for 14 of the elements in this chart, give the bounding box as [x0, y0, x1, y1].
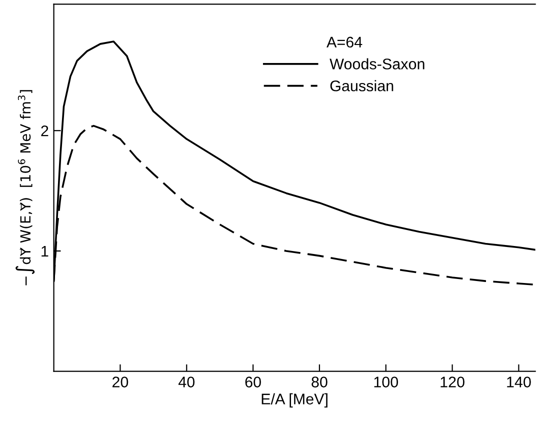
x-tick-label: 60	[245, 376, 261, 388]
y-tick-label: 1	[42, 246, 48, 257]
x-tick-label: 100	[374, 376, 398, 388]
x-tick-label: 80	[312, 376, 328, 388]
x-axis-title: E/A [MeV]	[262, 393, 328, 408]
x-tick-label: 120	[440, 376, 464, 388]
legend-title: A=64	[326, 36, 362, 48]
legend-label: Woods-Saxon	[330, 58, 424, 70]
y-tick-label: 2	[41, 125, 48, 136]
legend-label: Gaussian	[330, 80, 394, 92]
x-tick-label: 20	[112, 376, 128, 388]
y-axis-title: −∫dY⃗ W(E,Y⃗) [10$^{6}$ MeV fm$^{3}$]	[16, 90, 35, 286]
x-tick-label: 140	[507, 376, 531, 388]
x-tick-label: 40	[178, 376, 195, 388]
